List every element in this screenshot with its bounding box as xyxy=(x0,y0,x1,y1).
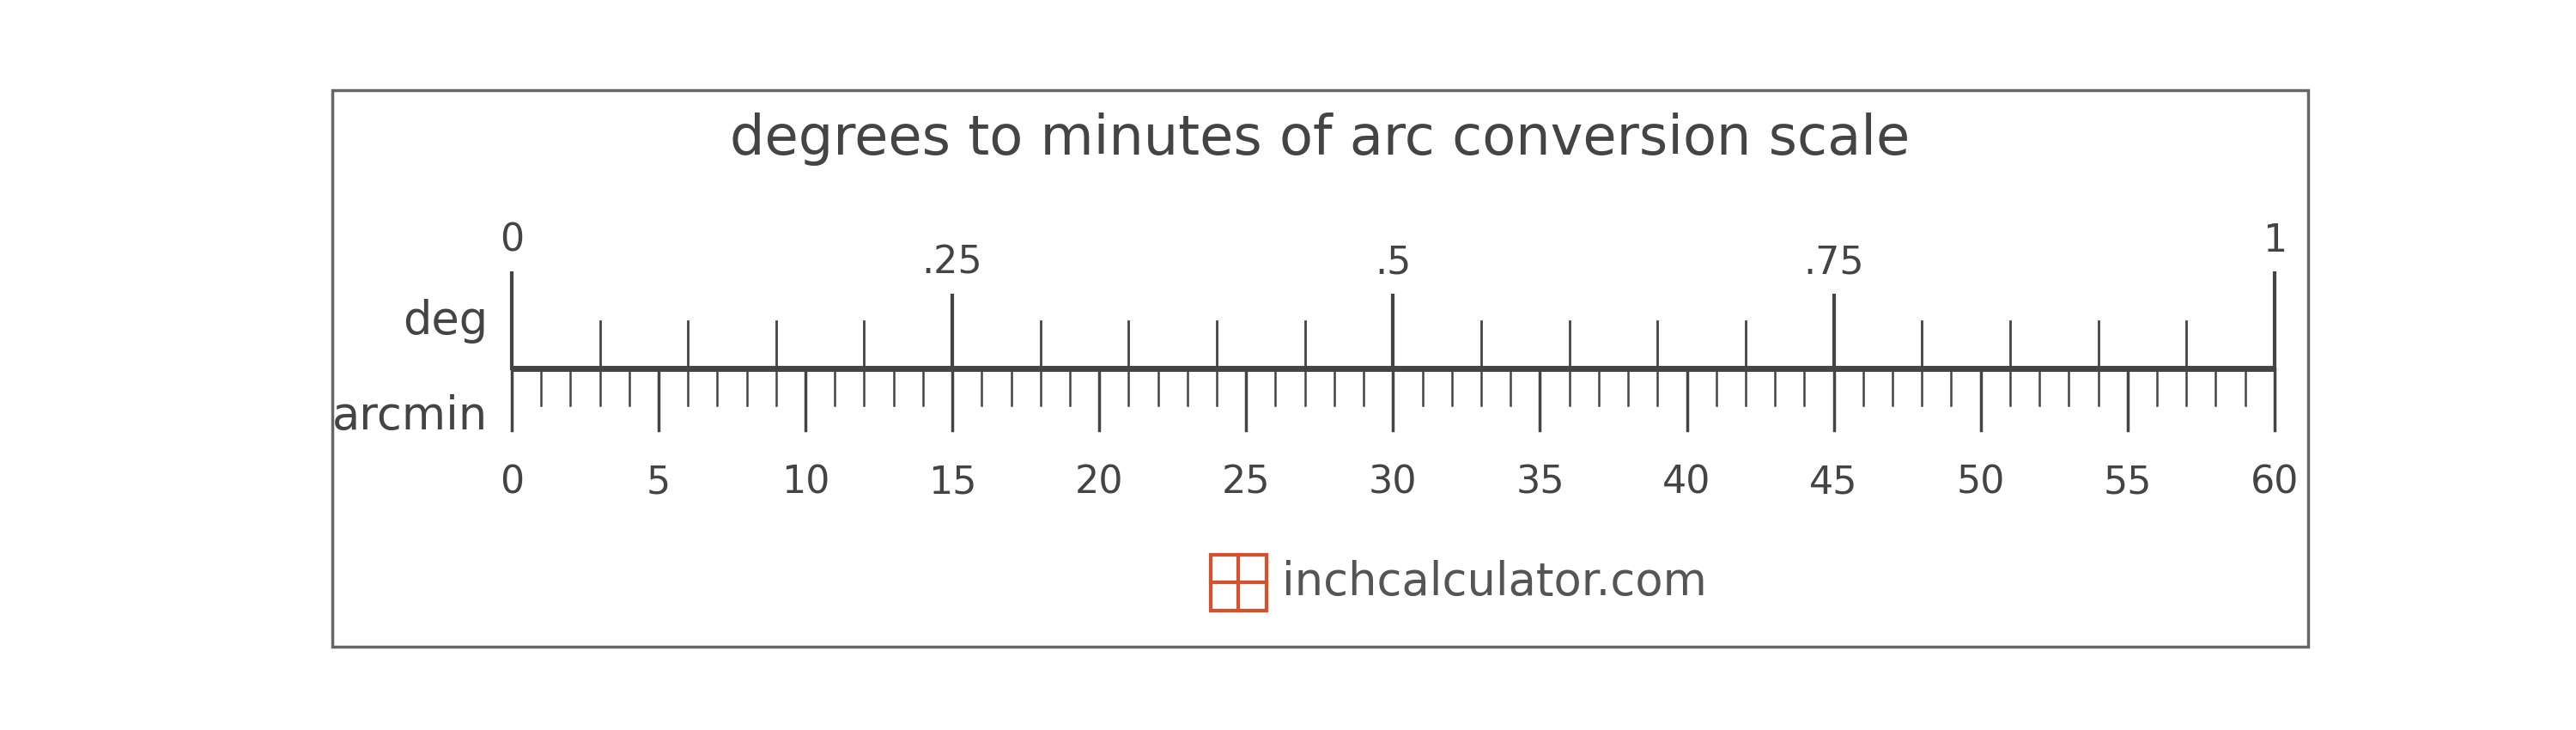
Text: .25: .25 xyxy=(922,245,981,282)
Text: deg: deg xyxy=(402,299,487,343)
Text: 35: 35 xyxy=(1515,464,1564,501)
Text: 15: 15 xyxy=(927,464,976,501)
Text: 50: 50 xyxy=(1955,464,2004,501)
Text: .75: .75 xyxy=(1803,245,1865,282)
Text: 55: 55 xyxy=(2105,464,2151,501)
Text: 60: 60 xyxy=(2251,464,2298,501)
Text: 0: 0 xyxy=(500,464,523,501)
Text: 45: 45 xyxy=(1808,464,1857,501)
Text: 30: 30 xyxy=(1368,464,1417,501)
Text: 40: 40 xyxy=(1662,464,1710,501)
Text: degrees to minutes of arc conversion scale: degrees to minutes of arc conversion sca… xyxy=(729,113,1911,166)
Text: 1: 1 xyxy=(2262,222,2287,259)
Text: inchcalculator.com: inchcalculator.com xyxy=(1283,560,1708,605)
Text: 10: 10 xyxy=(781,464,829,501)
Text: 25: 25 xyxy=(1221,464,1270,501)
Text: 20: 20 xyxy=(1074,464,1123,501)
Text: arcmin: arcmin xyxy=(332,394,487,439)
Text: .5: .5 xyxy=(1376,245,1412,282)
Text: 5: 5 xyxy=(647,464,670,501)
Text: 0: 0 xyxy=(500,222,523,259)
